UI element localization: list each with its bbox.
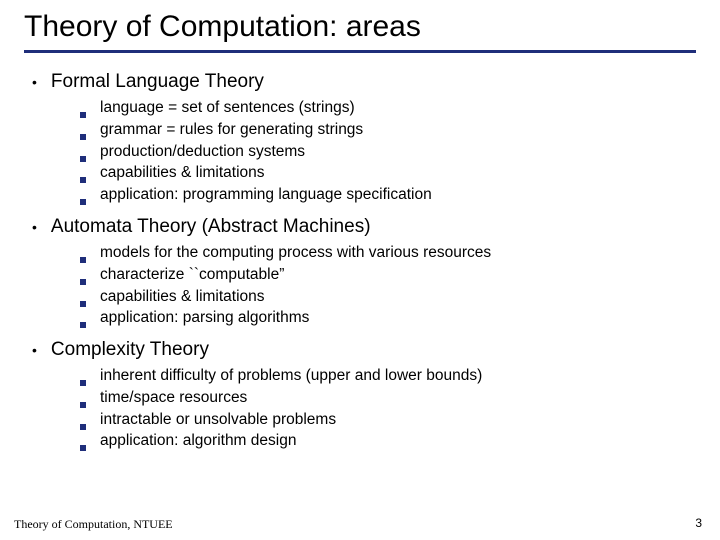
slide-title: Theory of Computation: areas xyxy=(24,10,696,53)
bullet-dot: • xyxy=(32,216,37,238)
list-item: grammar = rules for generating strings xyxy=(80,119,696,141)
footer-text: Theory of Computation, NTUEE xyxy=(14,517,173,532)
section-label: Formal Language Theory xyxy=(51,71,264,93)
item-text: application: programming language specif… xyxy=(100,184,432,206)
square-bullet-icon xyxy=(80,112,86,118)
section-heading-2: • Complexity Theory xyxy=(32,339,696,361)
list-item: application: algorithm design xyxy=(80,430,696,452)
page-number: 3 xyxy=(695,516,702,530)
square-bullet-icon xyxy=(80,199,86,205)
square-bullet-icon xyxy=(80,301,86,307)
square-bullet-icon xyxy=(80,424,86,430)
item-text: grammar = rules for generating strings xyxy=(100,119,363,141)
sublist-2: inherent difficulty of problems (upper a… xyxy=(80,365,696,452)
sublist-0: language = set of sentences (strings) gr… xyxy=(80,97,696,205)
bullet-dot: • xyxy=(32,339,37,361)
square-bullet-icon xyxy=(80,134,86,140)
bullet-dot: • xyxy=(32,71,37,93)
square-bullet-icon xyxy=(80,279,86,285)
list-item: application: programming language specif… xyxy=(80,184,696,206)
item-text: inherent difficulty of problems (upper a… xyxy=(100,365,482,387)
square-bullet-icon xyxy=(80,380,86,386)
list-item: capabilities & limitations xyxy=(80,286,696,308)
square-bullet-icon xyxy=(80,177,86,183)
item-text: intractable or unsolvable problems xyxy=(100,409,336,431)
item-text: application: algorithm design xyxy=(100,430,296,452)
list-item: inherent difficulty of problems (upper a… xyxy=(80,365,696,387)
list-item: characterize ``computable” xyxy=(80,264,696,286)
section-heading-1: • Automata Theory (Abstract Machines) xyxy=(32,216,696,238)
sublist-1: models for the computing process with va… xyxy=(80,242,696,329)
square-bullet-icon xyxy=(80,445,86,451)
item-text: capabilities & limitations xyxy=(100,286,265,308)
item-text: characterize ``computable” xyxy=(100,264,284,286)
list-item: application: parsing algorithms xyxy=(80,307,696,329)
item-text: capabilities & limitations xyxy=(100,162,265,184)
square-bullet-icon xyxy=(80,402,86,408)
section-label: Automata Theory (Abstract Machines) xyxy=(51,216,371,238)
list-item: intractable or unsolvable problems xyxy=(80,409,696,431)
section-label: Complexity Theory xyxy=(51,339,209,361)
list-item: language = set of sentences (strings) xyxy=(80,97,696,119)
square-bullet-icon xyxy=(80,257,86,263)
list-item: models for the computing process with va… xyxy=(80,242,696,264)
item-text: language = set of sentences (strings) xyxy=(100,97,355,119)
square-bullet-icon xyxy=(80,156,86,162)
slide-body: Theory of Computation: areas • Formal La… xyxy=(0,0,720,452)
item-text: application: parsing algorithms xyxy=(100,307,309,329)
square-bullet-icon xyxy=(80,322,86,328)
item-text: time/space resources xyxy=(100,387,247,409)
list-item: capabilities & limitations xyxy=(80,162,696,184)
list-item: time/space resources xyxy=(80,387,696,409)
item-text: production/deduction systems xyxy=(100,141,305,163)
list-item: production/deduction systems xyxy=(80,141,696,163)
section-heading-0: • Formal Language Theory xyxy=(32,71,696,93)
item-text: models for the computing process with va… xyxy=(100,242,491,264)
